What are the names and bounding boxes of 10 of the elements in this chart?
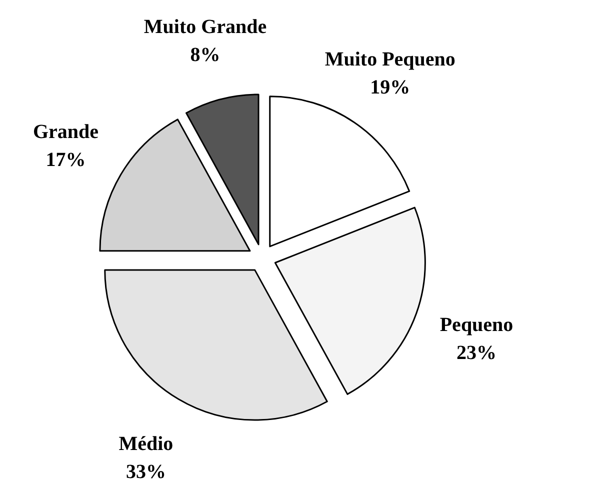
slice-label: Muito Grande — [144, 16, 267, 38]
data-label: 23% — [456, 342, 497, 364]
data-label: 8% — [190, 44, 220, 66]
slice-label: Grande — [32, 120, 99, 143]
data-label: 17% — [46, 148, 86, 171]
slice-label: Muito Pequeno — [324, 48, 456, 70]
slice-label: Médio — [118, 433, 174, 456]
data-label: 33% — [126, 461, 166, 484]
data-label: 19% — [370, 76, 410, 98]
slice-label: Pequeno — [440, 314, 514, 336]
